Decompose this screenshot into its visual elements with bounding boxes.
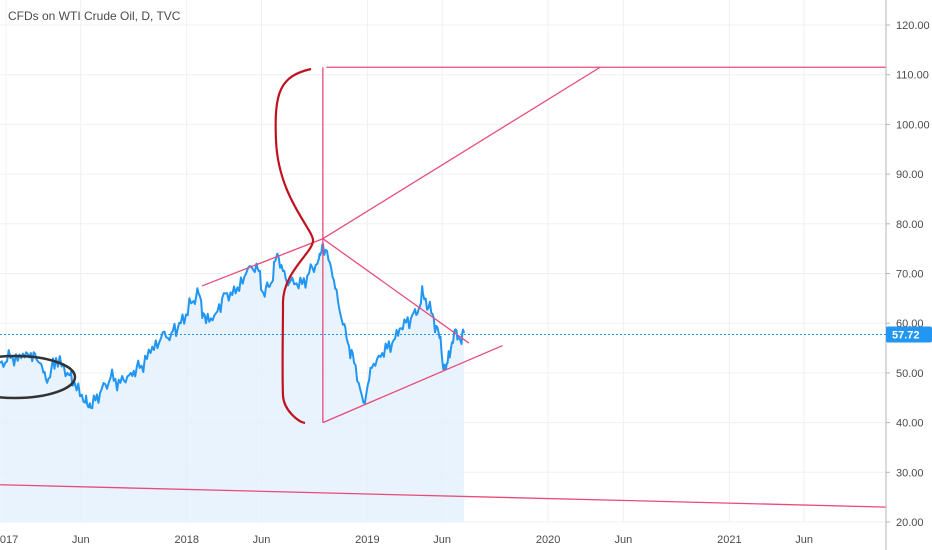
price-line (0, 242, 465, 410)
trendline[interactable] (322, 344, 503, 424)
y-tick-label: 70.00 (896, 269, 924, 281)
current-price-label: 57.72 (892, 330, 920, 342)
x-tick-label: 2021 (717, 534, 741, 546)
trendline-drawings[interactable] (0, 66, 887, 508)
y-tick-label: 110.00 (896, 70, 929, 82)
x-tick-label: 2018 (174, 534, 198, 546)
time-axis[interactable]: 2017 Jun 2018 Jun 2019 Jun 2020 Jun 2021 Jun (0, 534, 813, 546)
chart-title: CFDs on WTI Crude Oil, D, TVC (8, 9, 181, 23)
y-tick-label: 30.00 (896, 467, 924, 479)
ellipse-drawing[interactable] (0, 354, 77, 400)
bracket-drawing[interactable] (274, 67, 315, 425)
trendline[interactable] (0, 484, 887, 508)
x-tick-label: Jun (795, 534, 813, 546)
price-area-fill (0, 243, 464, 522)
y-tick-label: 120.00 (896, 20, 930, 32)
x-tick-label: Jun (433, 534, 451, 546)
trendline[interactable] (201, 238, 324, 287)
x-tick-label: Jun (72, 534, 90, 546)
y-tick-label: 100.00 (896, 119, 930, 131)
trendline[interactable] (322, 238, 470, 344)
price-axis[interactable]: 120.00110.00100.0090.0080.0070.0060.0050… (885, 0, 930, 550)
trendline[interactable] (322, 66, 601, 240)
y-tick-label: 50.00 (896, 368, 924, 380)
x-tick-label: 2017 (0, 534, 18, 546)
x-tick-label: 2020 (536, 534, 560, 546)
y-tick-label: 40.00 (896, 418, 924, 430)
y-tick-label: 20.00 (896, 517, 924, 529)
current-price-marker: 57.72 (0, 326, 932, 343)
x-tick-label: Jun (253, 534, 271, 546)
x-tick-label: Jun (615, 534, 633, 546)
y-tick-label: 90.00 (896, 169, 924, 181)
y-tick-label: 80.00 (896, 219, 924, 231)
x-tick-label: 2019 (355, 534, 379, 546)
